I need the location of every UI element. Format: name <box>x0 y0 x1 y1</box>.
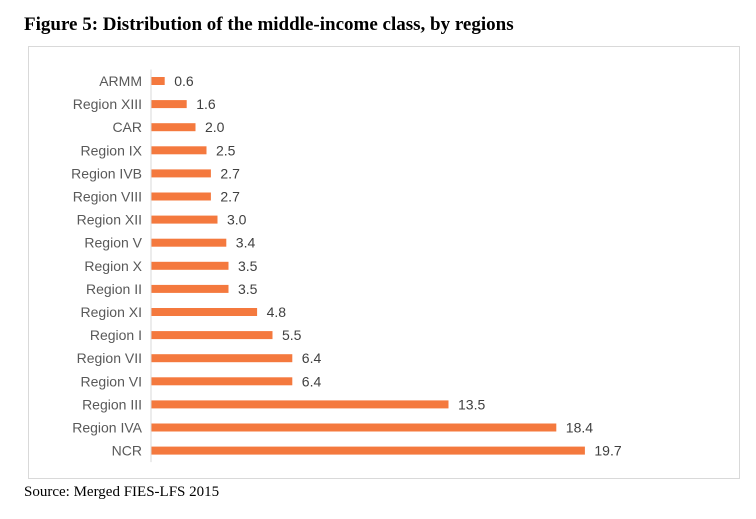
category-label: Region VIII <box>73 189 142 205</box>
bar <box>151 400 449 409</box>
data-label: 19.7 <box>594 443 621 459</box>
bar <box>151 261 229 270</box>
bar-chart: ARMM 0.6 Region XIII 1.6 CAR 2.0 Region IX 2.5 R… <box>71 69 622 463</box>
data-label: 2.0 <box>205 119 225 135</box>
bar <box>151 169 211 178</box>
source-note: Source: Merged FIES-LFS 2015 <box>24 484 220 500</box>
bar <box>151 100 187 109</box>
bar <box>151 446 585 455</box>
data-label: 2.7 <box>220 165 240 181</box>
data-label: 2.7 <box>220 189 240 205</box>
data-label: 13.5 <box>458 396 485 412</box>
category-label: Region IVB <box>71 165 142 181</box>
bar <box>151 77 165 85</box>
category-label: NCR <box>112 443 142 459</box>
data-label: 2.5 <box>216 142 236 158</box>
data-label: 18.4 <box>566 420 593 436</box>
category-label: ARMM <box>99 73 142 89</box>
data-label: 6.4 <box>302 373 322 389</box>
category-label: CAR <box>112 119 142 135</box>
bar <box>151 331 273 340</box>
category-label: Region XI <box>81 304 142 320</box>
category-label: Region XIII <box>73 96 142 112</box>
bar <box>151 284 229 293</box>
bar <box>151 423 557 432</box>
data-label: 4.8 <box>267 304 287 320</box>
category-label: Region VI <box>81 373 142 389</box>
data-label: 1.6 <box>196 96 216 112</box>
data-label: 3.0 <box>227 212 247 228</box>
bar <box>151 308 258 316</box>
chart-area: ARMM 0.6 Region XIII 1.6 CAR 2.0 Region IX 2.5 R… <box>28 46 740 479</box>
figure-title: Figure 5: Distribution of the middle-inc… <box>24 14 514 35</box>
data-label: 3.5 <box>238 281 258 297</box>
bar <box>151 354 293 363</box>
data-label: 0.6 <box>174 73 194 89</box>
category-label: Region IVA <box>72 420 142 436</box>
category-label: Region XII <box>77 212 142 228</box>
category-label: Region III <box>82 396 142 412</box>
data-label: 5.5 <box>282 327 302 343</box>
bar <box>151 146 207 155</box>
category-label: Region IX <box>81 142 143 158</box>
bar <box>151 238 227 247</box>
category-label: Region II <box>86 281 142 297</box>
category-label: Region VII <box>77 350 142 366</box>
category-label: Region V <box>84 235 142 251</box>
bar <box>151 123 196 132</box>
bar <box>151 215 218 224</box>
category-label: Region X <box>84 258 142 274</box>
bar <box>151 377 293 386</box>
bar <box>151 192 211 201</box>
data-label: 3.5 <box>238 258 258 274</box>
data-label: 6.4 <box>302 350 322 366</box>
data-label: 3.4 <box>236 235 256 251</box>
category-label: Region I <box>90 327 142 343</box>
